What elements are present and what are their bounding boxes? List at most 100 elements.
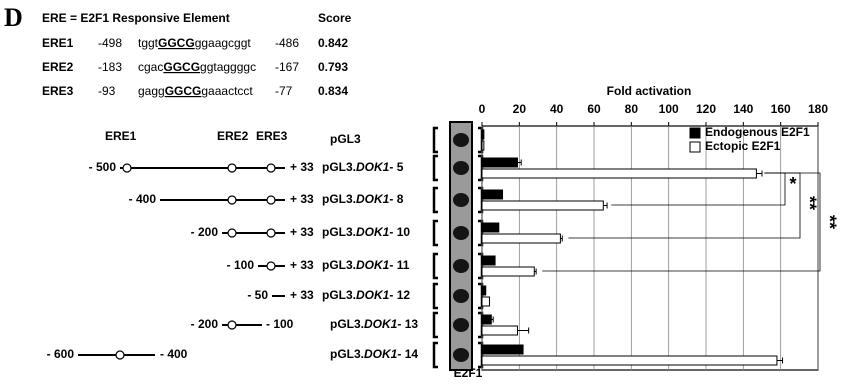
ere-start: -498	[98, 36, 122, 50]
construct-name: pGL3.DOK1- 5	[322, 160, 404, 174]
ere-site	[116, 351, 124, 359]
construct-name: pGL3	[330, 132, 361, 146]
name-part: - 13	[397, 317, 418, 331]
construct-right: + 33	[290, 160, 314, 174]
sequence-part: gaaactcct	[201, 84, 253, 98]
gel-band	[453, 193, 469, 207]
ere-site	[123, 164, 131, 172]
bracket	[434, 128, 438, 152]
bar	[482, 169, 756, 178]
name-part: - 14	[397, 347, 418, 361]
x-tick-label: 120	[696, 102, 716, 116]
construct-left: - 600	[47, 347, 75, 361]
sequence-part: GGCG	[158, 36, 195, 50]
ere-site	[267, 262, 275, 270]
legend-swatch	[690, 128, 700, 138]
ere-score: 0.834	[318, 84, 348, 98]
name-part: DOK1	[356, 288, 390, 302]
name-part: pGL3.	[322, 288, 356, 302]
ere-sequence: gaggGGCGgaaactcct	[138, 84, 253, 98]
score-header: Score	[318, 11, 352, 25]
legend-label: Ectopic E2F1	[705, 139, 781, 153]
gel-band	[453, 133, 469, 147]
gel-band	[453, 318, 469, 332]
construct-name: pGL3.DOK1- 13	[330, 317, 418, 331]
bar	[482, 201, 603, 210]
name-part: pGL3.	[322, 192, 356, 206]
name-part: pGL3.	[322, 258, 356, 272]
construct-name: pGL3.DOK1- 12	[322, 288, 410, 302]
bracket	[434, 156, 438, 180]
ere-name: ERE3	[42, 84, 74, 98]
construct-right: + 33	[290, 225, 314, 239]
bar	[482, 158, 517, 167]
bar	[482, 315, 491, 324]
construct-left: - 200	[191, 225, 219, 239]
gel-band	[453, 348, 469, 362]
name-part: pGL3.	[330, 317, 364, 331]
ere-site	[228, 321, 236, 329]
x-tick-label: 100	[659, 102, 679, 116]
construct-right: - 400	[160, 347, 188, 361]
bracket	[434, 284, 438, 308]
bar	[482, 234, 560, 243]
name-part: pGL3.	[322, 225, 356, 239]
sig-bracket	[542, 173, 820, 271]
construct-left: - 100	[227, 258, 255, 272]
bar	[482, 223, 499, 232]
ere-site	[228, 196, 236, 204]
name-part: - 8	[389, 192, 403, 206]
gel-band	[453, 259, 469, 273]
x-tick-label: 20	[513, 102, 527, 116]
ere-site	[267, 229, 275, 237]
name-part: pGL3.	[330, 347, 364, 361]
error-bar	[756, 171, 762, 177]
x-tick-label: 60	[587, 102, 601, 116]
name-part: - 11	[389, 258, 409, 272]
gel	[450, 122, 472, 370]
gel-band	[453, 226, 469, 240]
construct-name: pGL3.DOK1- 14	[330, 347, 418, 361]
sequence-part: ggaagcggt	[195, 36, 252, 50]
bar	[482, 190, 503, 199]
name-part: DOK1	[364, 317, 398, 331]
sequence-part: ggtaggggc	[200, 60, 256, 74]
construct-right: + 33	[290, 192, 314, 206]
name-part: - 10	[389, 225, 410, 239]
sig-label: *	[789, 174, 796, 194]
bar	[482, 267, 534, 276]
ere-site	[228, 229, 236, 237]
name-part: DOK1	[356, 192, 390, 206]
bar	[482, 326, 517, 335]
bar	[482, 256, 495, 265]
sig-label: **	[819, 215, 839, 229]
x-tick-label: 180	[808, 102, 828, 116]
error-bar	[777, 358, 783, 364]
construct-right: + 33	[290, 258, 314, 272]
bar	[482, 286, 486, 295]
construct-right: - 100	[266, 317, 294, 331]
bar	[482, 130, 484, 139]
legend-swatch	[690, 142, 700, 152]
construct-left: - 200	[191, 317, 219, 331]
name-part: DOK1	[356, 160, 390, 174]
sequence-part: cgac	[138, 60, 163, 74]
ere-end: -77	[275, 84, 293, 98]
ere-label: ERE1	[105, 129, 137, 143]
construct-name: pGL3.DOK1- 11	[322, 258, 410, 272]
x-tick-label: 140	[733, 102, 753, 116]
ere-site	[267, 196, 275, 204]
construct-left: - 400	[129, 192, 157, 206]
bar	[482, 141, 484, 150]
sig-label: **	[799, 196, 819, 210]
construct-right: + 33	[290, 288, 314, 302]
plot-area	[482, 126, 818, 370]
ere-sequence: cgacGGCGggtaggggc	[138, 60, 256, 74]
gel-band	[453, 161, 469, 175]
name-part: pGL3	[330, 132, 361, 146]
ere-end: -167	[275, 60, 299, 74]
bracket	[434, 188, 438, 212]
bracket	[434, 343, 438, 367]
name-part: pGL3.	[322, 160, 356, 174]
construct-left: - 50	[247, 288, 268, 302]
